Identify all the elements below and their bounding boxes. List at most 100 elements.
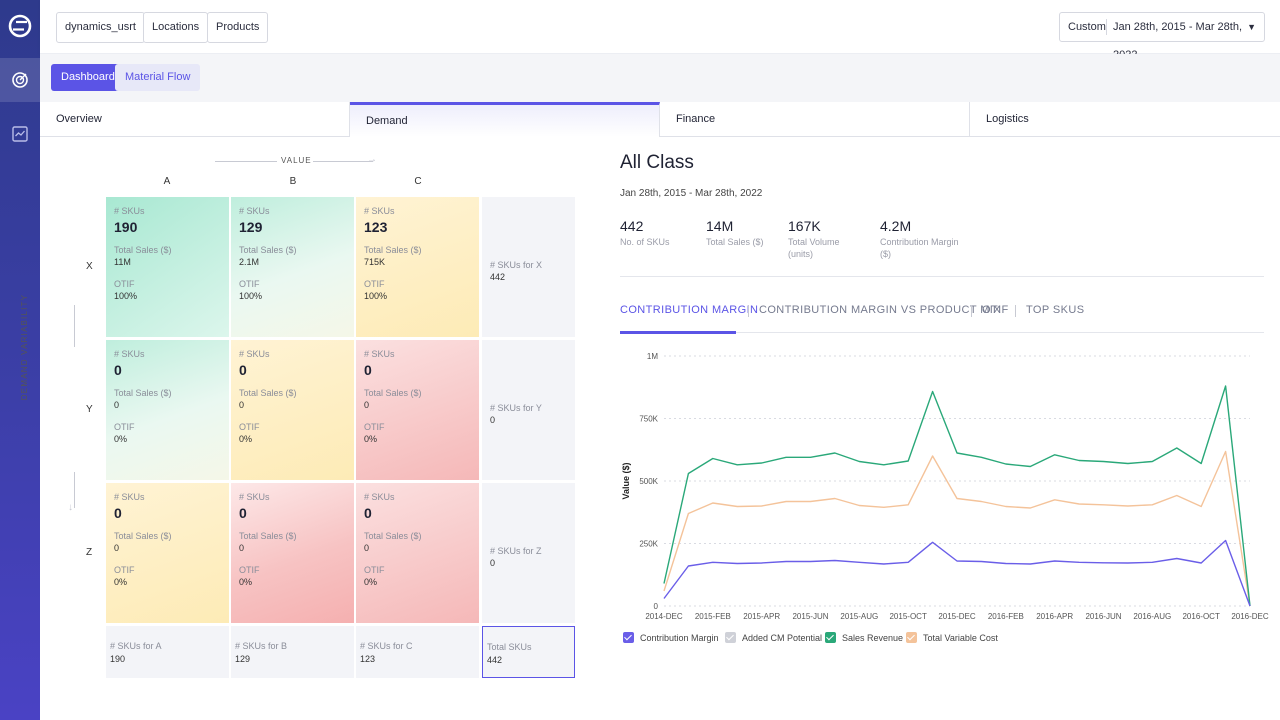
row-header-y: Y (86, 404, 93, 415)
app-logo-icon[interactable] (8, 12, 32, 40)
matrix-cell-by[interactable]: # SKUs 0 Total Sales ($) 0 OTIF 0% (231, 340, 354, 480)
date-mode-label: Custom (1068, 21, 1106, 33)
tab-contribution-margin[interactable]: CONTRIBUTION MARGIN (620, 304, 759, 316)
otif-value: 100% (114, 291, 138, 301)
total-skus: Total SKUs 442 (482, 626, 575, 678)
locations-chip[interactable]: Locations (143, 12, 209, 43)
metric-label: No. of SKUs (620, 237, 670, 247)
date-separator (1106, 19, 1107, 35)
x-tick-label: 2015-FEB (695, 612, 731, 621)
tab-otif[interactable]: OTIF (982, 304, 1009, 316)
checkbox-icon[interactable] (906, 632, 917, 643)
metric-volume: 167K Total Volume (units) (788, 216, 858, 260)
sales-label: Total Sales ($) (364, 388, 422, 398)
skus-value: 0 (114, 362, 122, 378)
legend-total-variable-cost[interactable]: Total Variable Cost (906, 632, 998, 643)
col-summary-b: # SKUs for B 129 (231, 626, 354, 678)
legend-contribution-margin[interactable]: Contribution Margin (623, 632, 719, 643)
otif-value: 0% (364, 434, 378, 444)
y-tick-label: 750K (639, 415, 658, 424)
col-summary-a: # SKUs for A 190 (106, 626, 229, 678)
otif-value: 100% (239, 291, 263, 301)
matrix-cell-cy[interactable]: # SKUs 0 Total Sales ($) 0 OTIF 0% (356, 340, 479, 480)
value-axis-line-left (215, 161, 277, 162)
skus-label: # SKUs (239, 206, 270, 216)
checkbox-icon[interactable] (623, 632, 634, 643)
date-range-picker[interactable]: Custom Jan 28th, 2015 - Mar 28th, 2022 ▼ (1059, 12, 1265, 61)
contribution-margin-chart: 0 250K 500K 750K 1M Value ($) 2014-DEC 2015-FEB… (621, 352, 1269, 621)
sales-label: Total Sales ($) (114, 531, 172, 541)
checkbox-icon[interactable] (725, 632, 736, 643)
matrix-cell-ay[interactable]: # SKUs 0 Total Sales ($) 0 OTIF 0% (106, 340, 229, 480)
x-tick-label: 2016-FEB (988, 612, 1024, 621)
panel-date-range: Jan 28th, 2015 - Mar 28th, 2022 (620, 188, 763, 199)
col-header-c: C (414, 176, 422, 187)
panel-divider (620, 276, 1264, 277)
sales-value: 0 (364, 543, 370, 553)
sales-label: Total Sales ($) (364, 245, 422, 255)
legend-added-cm-potential[interactable]: Added CM Potential (725, 632, 822, 643)
chart-tabs: CONTRIBUTION MARGIN CONTRIBUTION MARGIN … (620, 300, 1264, 334)
tab-top-skus[interactable]: TOP SKUS (1026, 304, 1085, 316)
matrix-cell-bz[interactable]: # SKUs 0 Total Sales ($) 0 OTIF 0% (231, 483, 354, 623)
x-tick-label: 2015-DEC (938, 612, 976, 621)
x-tick-label: 2016-APR (1036, 612, 1073, 621)
demand-variability-label: DEMAND VARIABILITY (20, 293, 29, 401)
main-tabs: Overview Demand Finance Logistics (40, 102, 1280, 137)
metric-label: Total Sales ($) (706, 237, 764, 247)
matrix-cell-ax[interactable]: # SKUs 190 Total Sales ($) 11M OTIF 100% (106, 197, 229, 337)
row-header-x: X (86, 261, 93, 272)
tab-separator (748, 305, 749, 317)
matrix-cell-cx[interactable]: # SKUs 123 Total Sales ($) 715K OTIF 100… (356, 197, 479, 337)
sales-value: 2.1M (239, 257, 260, 267)
skus-value: 0 (239, 505, 247, 521)
otif-label: OTIF (114, 422, 135, 432)
chart-icon[interactable] (11, 125, 29, 143)
metric-label: Total Volume (units) (788, 237, 840, 259)
legend-label: Sales Revenue (842, 632, 904, 643)
legend-sales-revenue[interactable]: Sales Revenue (825, 632, 903, 643)
x-tick-label: 2015-OCT (889, 612, 926, 621)
dashboard-button[interactable]: Dashboard (51, 64, 125, 91)
checkbox-icon[interactable] (825, 632, 836, 643)
tab-finance[interactable]: Finance (660, 102, 970, 137)
sales-value: 0 (364, 400, 370, 410)
metric-label: Contribution Margin ($) (880, 237, 959, 259)
skus-label: # SKUs (364, 206, 395, 216)
skus-label: # SKUs (114, 349, 145, 359)
sales-label: Total Sales ($) (114, 245, 172, 255)
matrix-cell-bx[interactable]: # SKUs 129 Total Sales ($) 2.1M OTIF 100… (231, 197, 354, 337)
matrix-cell-cz[interactable]: # SKUs 0 Total Sales ($) 0 OTIF 0% (356, 483, 479, 623)
total-skus-value: 442 (487, 655, 503, 665)
skus-label: # SKUs (239, 492, 270, 502)
variability-axis-line-top (74, 305, 75, 347)
col-summary-value: 129 (235, 654, 251, 664)
tab-cm-vs-product-mix[interactable]: CONTRIBUTION MARGIN VS PRODUCT MIX (759, 304, 1001, 316)
sales-label: Total Sales ($) (239, 531, 297, 541)
matrix-cell-az[interactable]: # SKUs 0 Total Sales ($) 0 OTIF 0% (106, 483, 229, 623)
metric-skus: 442 No. of SKUs (620, 216, 690, 248)
value-axis: VALUE → (215, 154, 377, 168)
series-line-total-variable-cost (663, 450, 1251, 607)
otif-label: OTIF (364, 565, 385, 575)
tab-overview[interactable]: Overview (40, 102, 350, 137)
material-flow-button[interactable]: Material Flow (115, 64, 201, 91)
total-skus-label: Total SKUs (487, 642, 532, 652)
sub-nav: Dashboard Material Flow (40, 54, 1280, 102)
col-summary-label: # SKUs for C (360, 641, 413, 651)
arrow-down-icon: ↓ (68, 502, 73, 513)
chevron-down-icon: ▼ (1247, 22, 1256, 32)
value-axis-label: VALUE (281, 156, 312, 165)
tab-demand[interactable]: Demand (350, 102, 660, 137)
sales-value: 0 (114, 543, 120, 553)
otif-label: OTIF (114, 279, 135, 289)
metric-value: 167K (788, 218, 821, 234)
target-icon[interactable] (11, 71, 29, 89)
tab-logistics[interactable]: Logistics (986, 113, 1029, 125)
user-chip[interactable]: dynamics_usrt (56, 12, 145, 43)
col-summary-value: 123 (360, 654, 376, 664)
row-summary-value: 0 (490, 558, 496, 568)
products-chip[interactable]: Products (207, 12, 269, 43)
legend-label: Added CM Potential (742, 632, 823, 643)
skus-label: # SKUs (114, 492, 145, 502)
